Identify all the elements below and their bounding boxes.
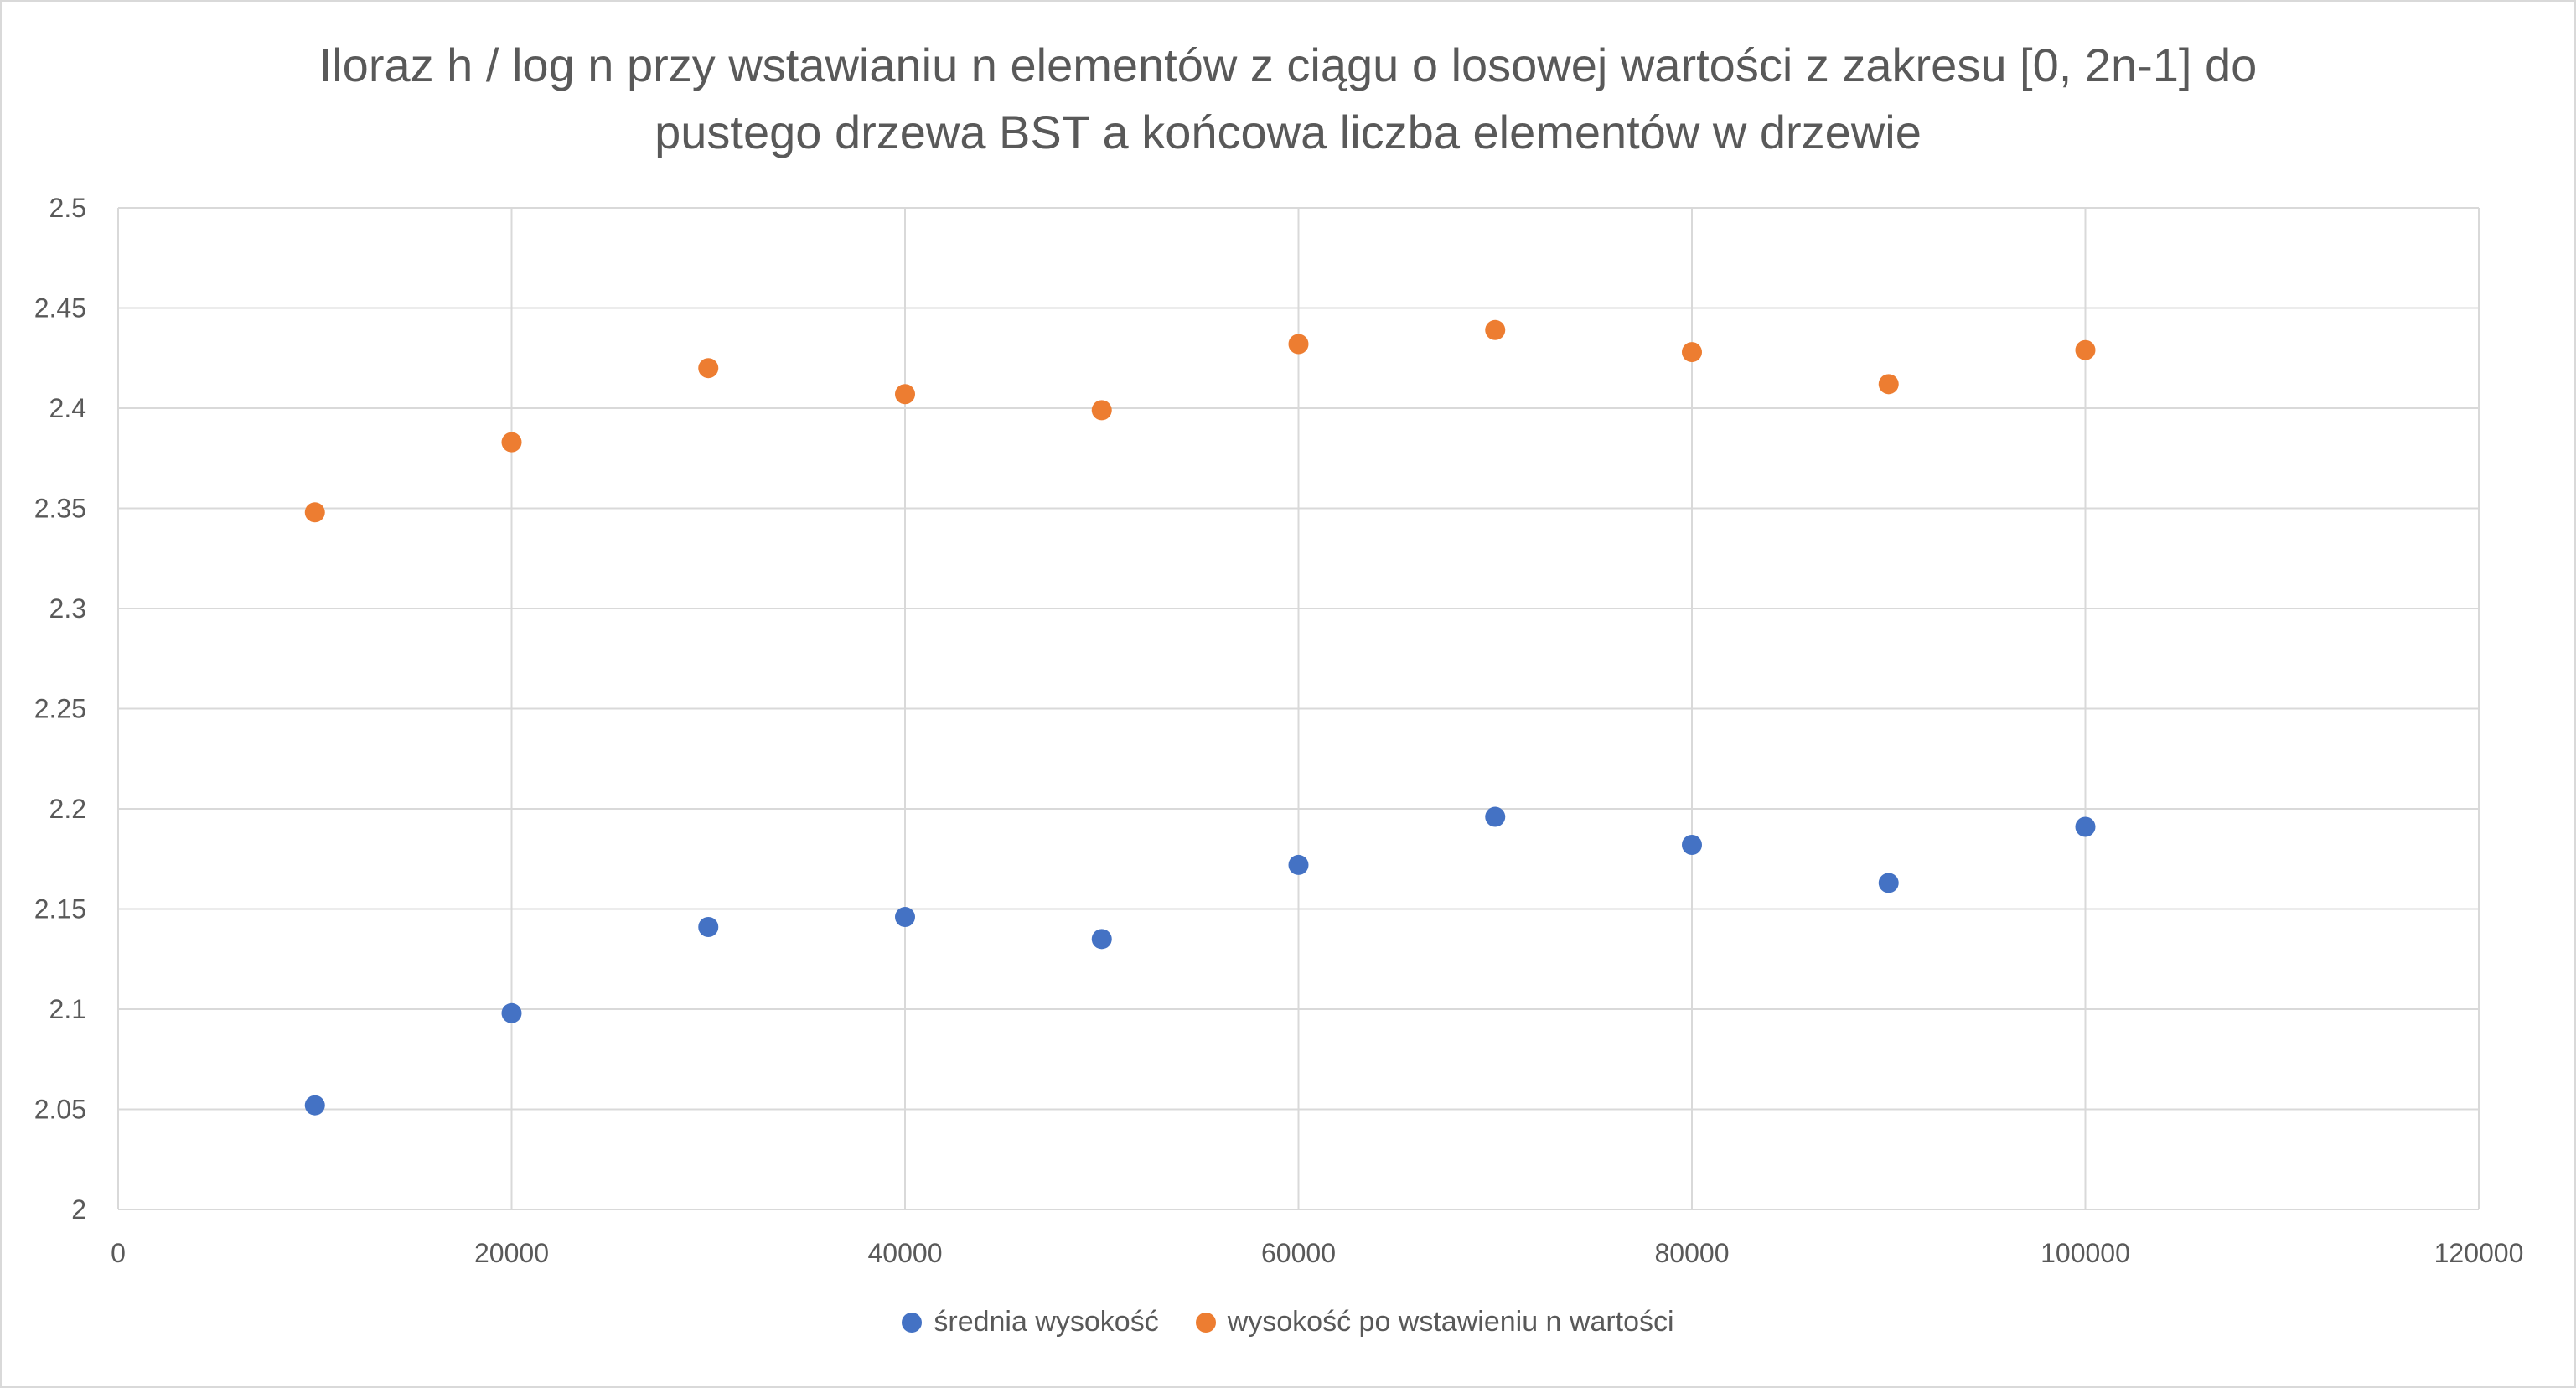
x-tick-label: 20000 bbox=[474, 1238, 549, 1268]
legend-item-series-2: wysokość po wstawieniu n wartości bbox=[1196, 1306, 1674, 1339]
data-points bbox=[305, 320, 2096, 1116]
data-point-series-1 bbox=[1092, 929, 1112, 949]
y-tick-label: 2.35 bbox=[34, 494, 86, 524]
x-tick-label: 80000 bbox=[1655, 1238, 1730, 1268]
legend-item-series-1: średnia wysokość bbox=[902, 1306, 1158, 1339]
data-point-series-1 bbox=[1682, 835, 1702, 855]
data-point-series-1 bbox=[1879, 873, 1899, 893]
gridlines bbox=[118, 208, 2479, 1209]
x-tick-label: 100000 bbox=[2041, 1238, 2130, 1268]
data-point-series-2 bbox=[895, 384, 915, 404]
y-tick-label: 2.15 bbox=[34, 894, 86, 924]
legend-label-series-1: średnia wysokość bbox=[934, 1306, 1158, 1339]
data-point-series-2 bbox=[1092, 400, 1112, 420]
data-point-series-2 bbox=[1289, 334, 1309, 355]
plot-area: 2 2.05 2.1 2.15 2.2 2.25 2.3 2.35 2.4 2.45 2.5 0 200… bbox=[0, 0, 2576, 1291]
data-point-series-2 bbox=[1682, 342, 1702, 362]
y-tick-label: 2.25 bbox=[34, 694, 86, 724]
data-point-series-2 bbox=[305, 502, 325, 522]
data-point-series-1 bbox=[698, 917, 718, 937]
data-point-series-1 bbox=[502, 1003, 522, 1023]
y-tick-label: 2.05 bbox=[34, 1095, 86, 1125]
x-tick-label: 0 bbox=[111, 1238, 126, 1268]
data-point-series-1 bbox=[1485, 807, 1505, 827]
y-tick-label: 2.5 bbox=[49, 193, 86, 223]
data-point-series-1 bbox=[1289, 855, 1309, 875]
data-point-series-2 bbox=[2076, 340, 2096, 360]
legend-label-series-2: wysokość po wstawieniu n wartości bbox=[1228, 1306, 1674, 1339]
axes: 2 2.05 2.1 2.15 2.2 2.25 2.3 2.35 2.4 2.45 2.5 0 200… bbox=[34, 193, 2524, 1268]
x-tick-label: 60000 bbox=[1261, 1238, 1336, 1268]
y-tick-label: 2.45 bbox=[34, 293, 86, 324]
legend: średnia wysokość wysokość po wstawieniu … bbox=[0, 1306, 2576, 1339]
y-tick-label: 2.4 bbox=[49, 393, 86, 423]
data-point-series-1 bbox=[2076, 817, 2096, 837]
legend-marker-series-1 bbox=[902, 1313, 922, 1333]
y-tick-label: 2 bbox=[71, 1194, 86, 1225]
data-point-series-1 bbox=[895, 907, 915, 927]
data-point-series-2 bbox=[502, 432, 522, 453]
x-tick-label: 120000 bbox=[2434, 1238, 2524, 1268]
y-tick-label: 2.2 bbox=[49, 794, 86, 824]
y-tick-label: 2.3 bbox=[49, 593, 86, 624]
legend-marker-series-2 bbox=[1196, 1313, 1216, 1333]
data-point-series-1 bbox=[305, 1095, 325, 1116]
x-tick-label: 40000 bbox=[868, 1238, 943, 1268]
data-point-series-2 bbox=[1485, 320, 1505, 340]
data-point-series-2 bbox=[698, 358, 718, 378]
y-tick-label: 2.1 bbox=[49, 994, 86, 1024]
data-point-series-2 bbox=[1879, 374, 1899, 394]
